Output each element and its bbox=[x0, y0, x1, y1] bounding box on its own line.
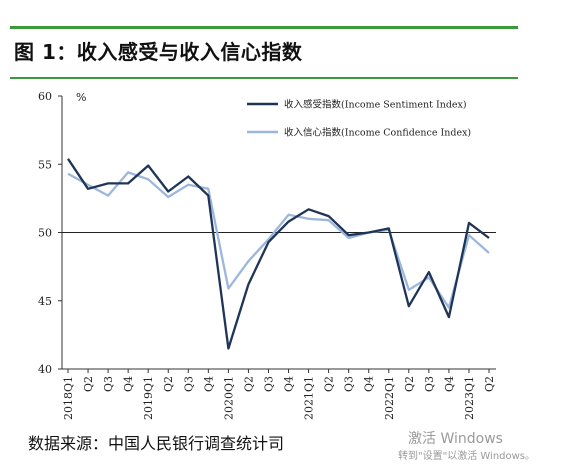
x-tick-label: 2023Q1 bbox=[463, 376, 476, 420]
y-tick-label: 45 bbox=[38, 295, 52, 308]
title-rule-bottom bbox=[10, 77, 518, 79]
x-tick-label: Q3 bbox=[102, 376, 115, 392]
x-tick-label: Q2 bbox=[403, 376, 416, 392]
x-tick-label: Q2 bbox=[323, 376, 336, 392]
series-line-confidence bbox=[67, 171, 490, 309]
x-tick-label: Q3 bbox=[262, 376, 275, 392]
windows-activation-watermark: 激活 Windows bbox=[408, 431, 503, 447]
x-tick-label: Q4 bbox=[122, 376, 135, 392]
data-source-note: 数据来源：中国人民银行调查统计司 bbox=[28, 434, 285, 453]
y-tick-label: 50 bbox=[38, 227, 52, 240]
x-tick-label: 2018Q1 bbox=[62, 376, 75, 420]
legend-label-confidence: 收入信心指数(Income Confidence Index) bbox=[284, 127, 471, 139]
x-tick-label: Q2 bbox=[242, 376, 255, 392]
x-tick-label: Q4 bbox=[283, 376, 296, 392]
figure-title: 图 1：收入感受与收入信心指数 bbox=[14, 40, 303, 64]
x-tick-label: Q2 bbox=[483, 376, 496, 392]
y-axis-unit: % bbox=[76, 91, 86, 104]
x-tick-label: Q3 bbox=[343, 376, 356, 392]
x-tick-label: 2020Q1 bbox=[222, 376, 235, 420]
x-tick-label: 2022Q1 bbox=[383, 376, 396, 420]
legend-label-sentiment: 收入感受指数(Income Sentiment Index) bbox=[284, 99, 467, 111]
x-tick-label: 2021Q1 bbox=[303, 376, 316, 420]
x-tick-label: Q2 bbox=[82, 376, 95, 392]
series-line-sentiment bbox=[67, 158, 490, 350]
x-tick-label: Q4 bbox=[363, 376, 376, 392]
x-tick-label: Q3 bbox=[423, 376, 436, 392]
x-tick-label: Q2 bbox=[162, 376, 175, 392]
y-tick-label: 40 bbox=[38, 363, 52, 376]
x-tick-label: Q4 bbox=[202, 376, 215, 392]
y-tick-label: 60 bbox=[38, 90, 52, 103]
x-tick-label: Q3 bbox=[182, 376, 195, 392]
windows-activation-hint: 转到"设置"以激活 Windows。 bbox=[398, 451, 536, 462]
title-rule-top bbox=[10, 26, 518, 29]
x-tick-label: 2019Q1 bbox=[142, 376, 155, 420]
y-tick-label: 55 bbox=[38, 158, 52, 171]
x-tick-label: Q4 bbox=[443, 376, 456, 392]
